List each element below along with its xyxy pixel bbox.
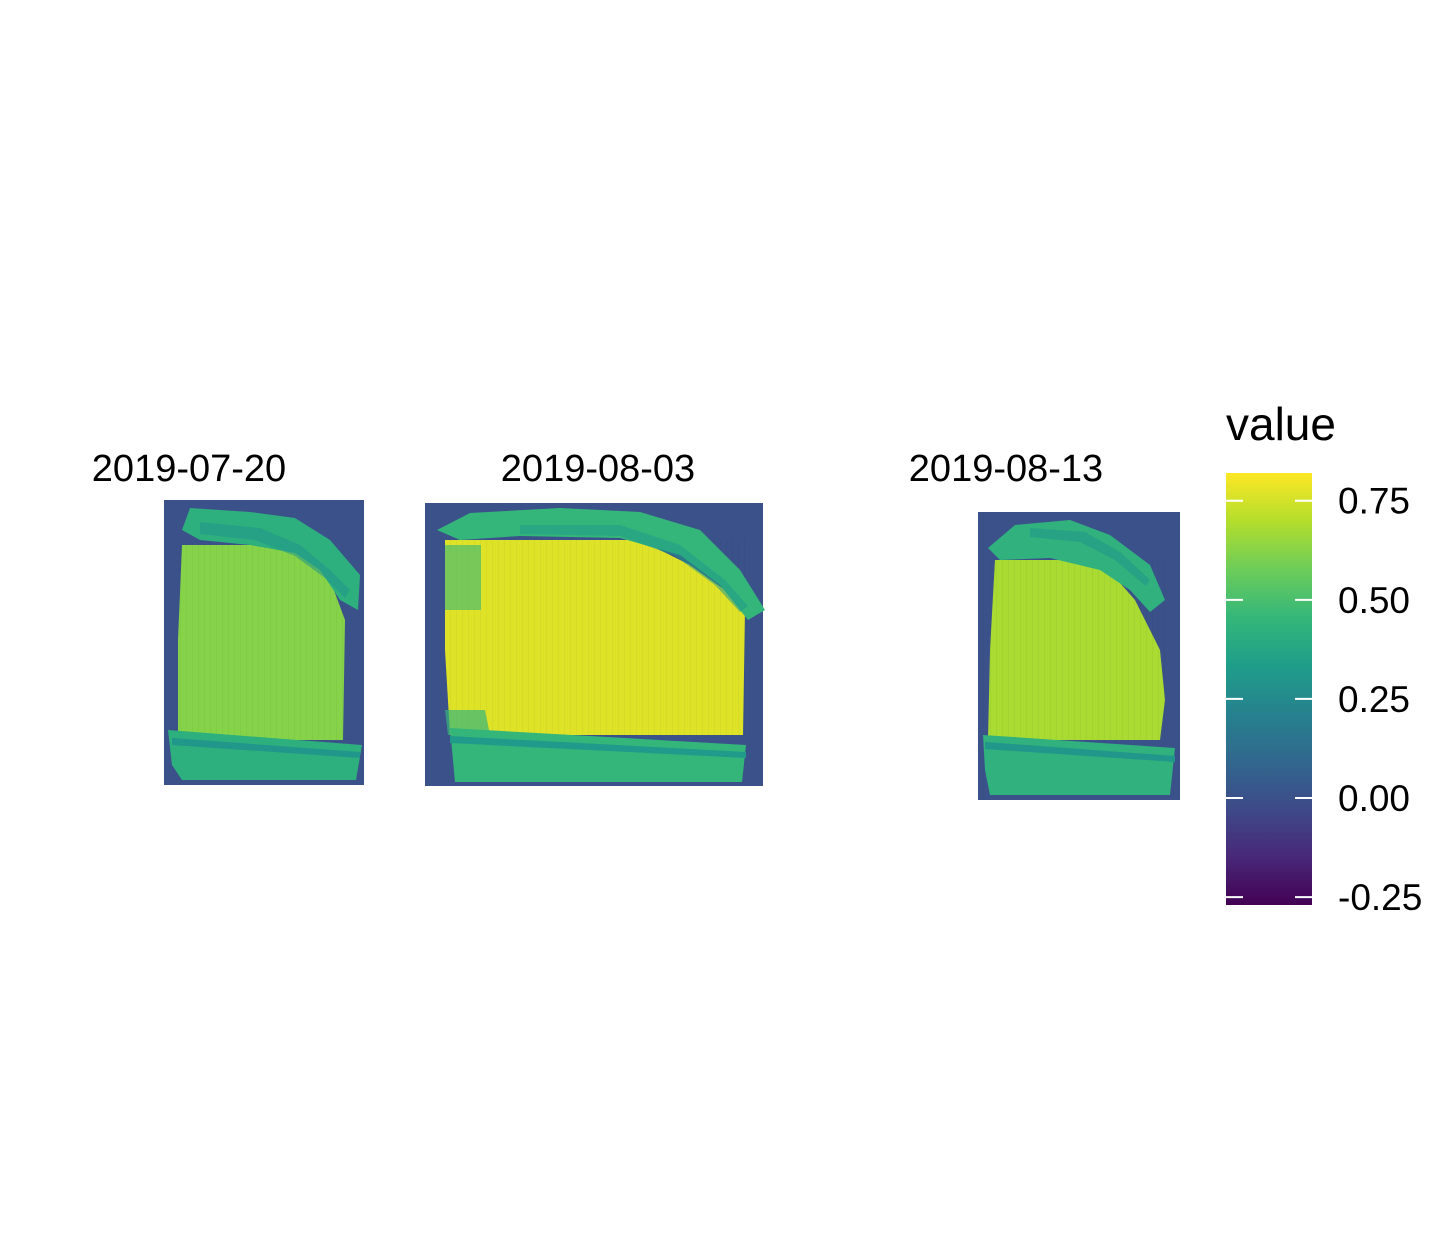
legend: value -0.25 0.00 0.25 0.50 0.75	[1226, 398, 1422, 918]
facet-label-1: 2019-07-20	[92, 448, 286, 490]
colorbar	[1226, 473, 1312, 905]
legend-tick-label: -0.25	[1338, 877, 1422, 918]
legend-tick-label: 0.00	[1338, 778, 1410, 819]
facet-2-left-patch	[445, 545, 481, 610]
legend-tick-label: 0.50	[1338, 580, 1410, 621]
legend-title: value	[1226, 398, 1336, 450]
facet-panel-2: 2019-08-03	[425, 448, 765, 786]
legend-tick-label: 0.25	[1338, 679, 1410, 720]
facet-panel-3: 2019-08-13	[909, 448, 1180, 800]
facet-label-2: 2019-08-03	[501, 448, 695, 490]
legend-tick-label: 0.75	[1338, 481, 1410, 522]
facet-panel-1: 2019-07-20	[92, 448, 364, 785]
facet-label-3: 2019-08-13	[909, 448, 1103, 490]
